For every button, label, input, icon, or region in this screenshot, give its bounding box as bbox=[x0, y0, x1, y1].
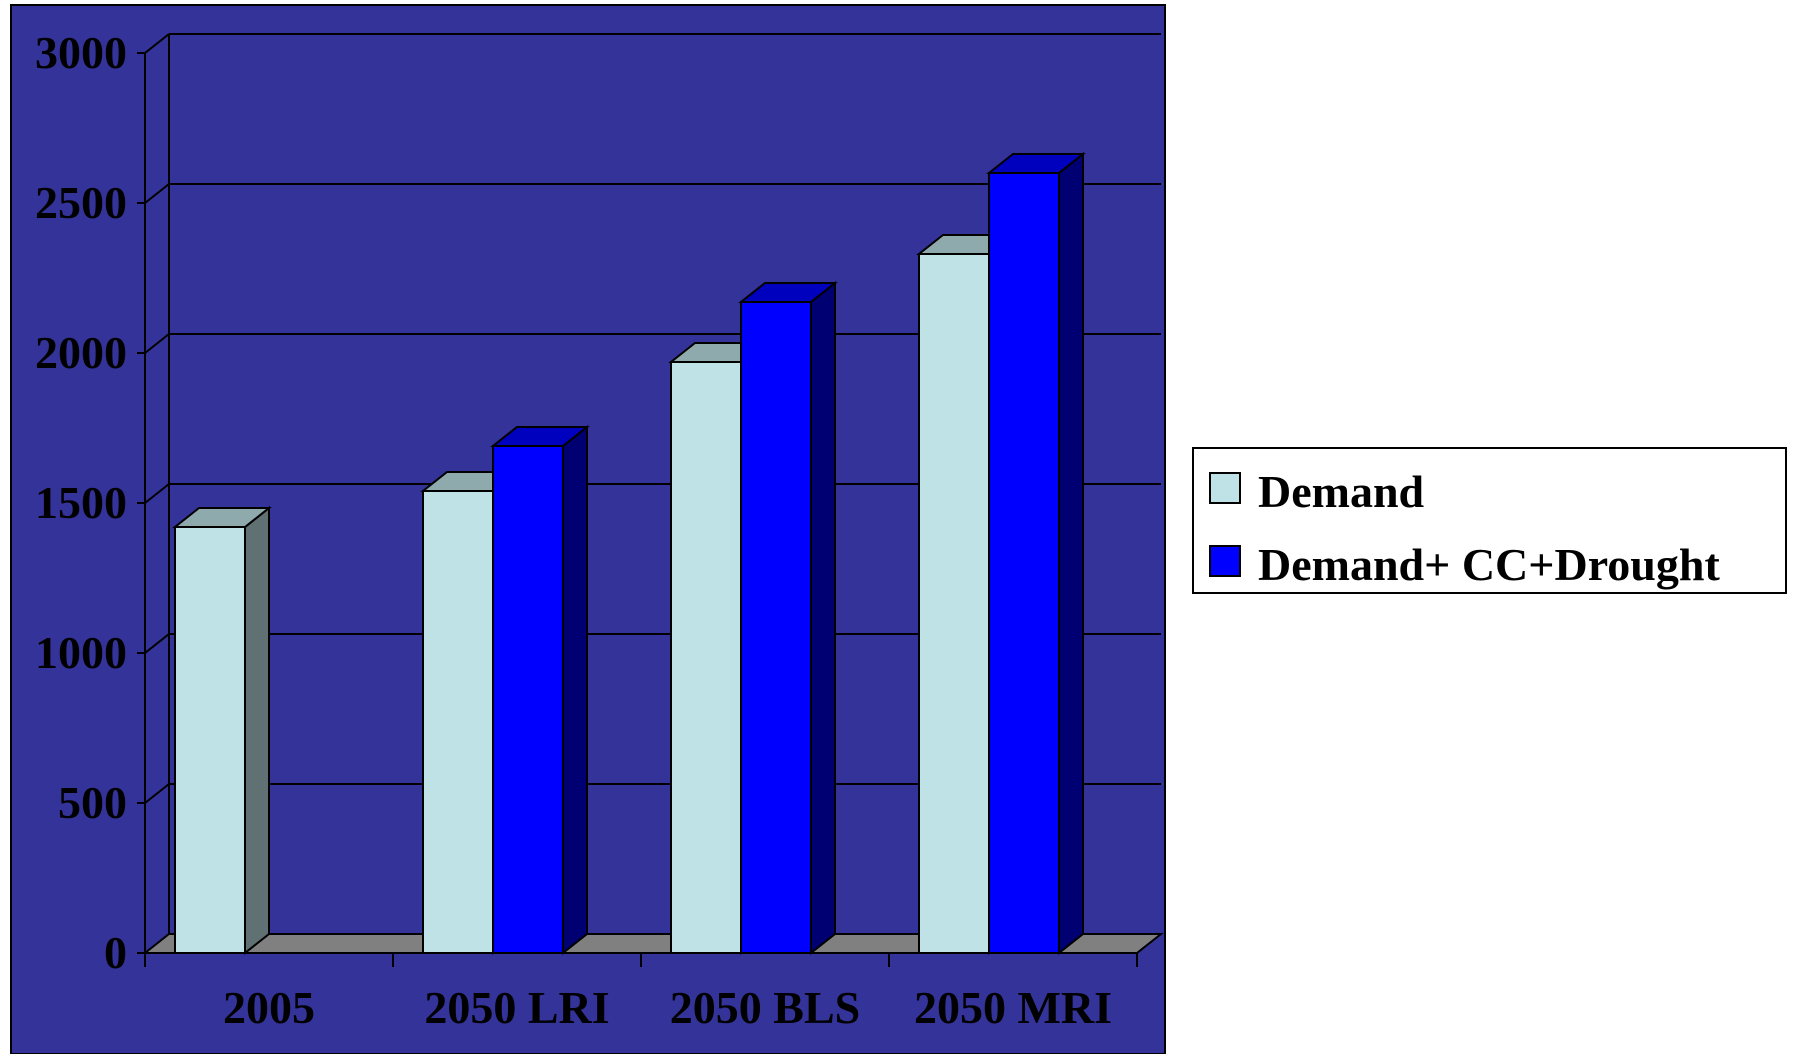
gridline-depth bbox=[144, 333, 170, 354]
bar-front-face bbox=[422, 490, 494, 954]
bar-side-face bbox=[810, 280, 836, 956]
x-axis-ticks: 2005 2050 LRI 2050 BLS 2050 MRI bbox=[144, 953, 1138, 1033]
gridline-depth bbox=[144, 783, 170, 804]
bar-side-face bbox=[1058, 151, 1084, 956]
x-tick-label: 2005 bbox=[223, 982, 315, 1033]
bar-front-face bbox=[918, 253, 990, 954]
y-tick-label: 500 bbox=[58, 777, 127, 828]
x-tick-label: 2050 LRI bbox=[424, 982, 609, 1033]
y-tick-label: 0 bbox=[104, 927, 127, 978]
y-tick-label: 2000 bbox=[35, 327, 127, 378]
bar-front-face bbox=[740, 301, 812, 954]
bar-front-face bbox=[174, 526, 246, 954]
y-axis-ticks: 0 500 1000 1500 2000 2500 3000 bbox=[35, 27, 145, 978]
bar-2050-bls-series-2 bbox=[738, 280, 838, 956]
y-tick-label: 1500 bbox=[35, 477, 127, 528]
legend-swatch-demand-cc-drought bbox=[1209, 545, 1241, 577]
bar-2050-lri-series-2 bbox=[490, 424, 590, 956]
bar-front-face bbox=[492, 445, 564, 954]
bar-front-face bbox=[988, 172, 1060, 954]
bar-2050-mri-series-2 bbox=[986, 151, 1086, 956]
bar-2005-series-1 bbox=[172, 505, 272, 956]
y-tick-label: 1000 bbox=[35, 627, 127, 678]
y-tick-label: 2500 bbox=[35, 177, 127, 228]
bar-side-face bbox=[244, 505, 270, 956]
bar-front-face bbox=[670, 361, 742, 954]
x-tick-label: 2050 BLS bbox=[670, 982, 860, 1033]
x-tick-label: 2050 MRI bbox=[914, 982, 1112, 1033]
gridline-depth bbox=[144, 633, 170, 654]
legend-label-demand: Demand bbox=[1258, 466, 1425, 517]
gridline-depth bbox=[144, 183, 170, 204]
bar-side-face bbox=[562, 424, 588, 956]
gridline-depth bbox=[144, 33, 170, 54]
gridline-depth bbox=[144, 483, 170, 504]
legend-box bbox=[1192, 447, 1787, 594]
legend: Demand Demand+ CC+Drought bbox=[1192, 447, 1787, 594]
legend-label-demand-cc-drought: Demand+ CC+Drought bbox=[1258, 539, 1720, 590]
legend-swatch-demand bbox=[1209, 472, 1241, 504]
y-tick-label: 3000 bbox=[35, 27, 127, 78]
bars bbox=[172, 151, 1086, 956]
